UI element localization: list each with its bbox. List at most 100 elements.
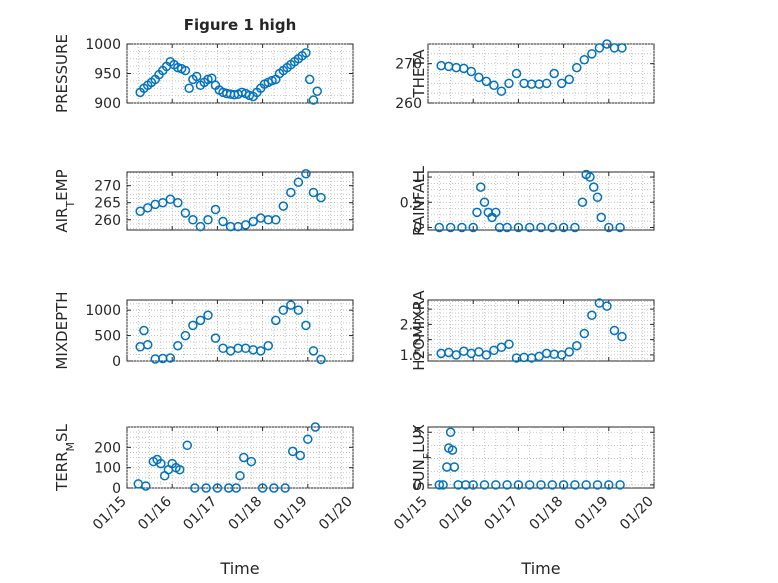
data-point — [434, 480, 445, 490]
data-point — [445, 222, 456, 233]
y-tick-label: 0.5 — [400, 195, 422, 211]
x-tick-label: 01/18 — [226, 494, 266, 534]
x-tick-label: 01/18 — [527, 494, 567, 534]
data-series — [133, 422, 321, 493]
data-point — [287, 446, 298, 457]
data-point — [207, 73, 217, 83]
data-point — [301, 48, 311, 58]
data-point — [310, 422, 321, 432]
data-point — [301, 320, 311, 331]
y-tick-label: 1 — [413, 170, 422, 186]
data-point — [280, 483, 290, 493]
x-tick-label: 01/15 — [391, 494, 431, 534]
data-point — [466, 66, 477, 77]
data-point — [141, 481, 151, 491]
data-point — [246, 456, 257, 467]
data-point — [602, 39, 612, 49]
y-tick-label: 0 — [413, 220, 422, 236]
data-point — [451, 350, 461, 360]
data-point — [489, 80, 499, 91]
x-tick-label: 01/17 — [481, 494, 521, 534]
x-tick-label: 01/19 — [572, 494, 612, 534]
x-tick-label: 01/19 — [271, 494, 311, 534]
y-axis-label: THETA — [410, 49, 428, 99]
data-point — [248, 216, 258, 227]
data-point — [182, 440, 193, 451]
data-point — [438, 480, 448, 490]
y-axis-label: SUNFLUX — [410, 424, 434, 491]
y-tick-label: 2.5 — [400, 317, 422, 333]
data-point — [547, 222, 558, 233]
data-point — [184, 83, 194, 93]
data-point — [536, 222, 546, 233]
y-tick-label: 0 — [112, 354, 121, 370]
y-tick-label: 260 — [395, 96, 422, 112]
data-point — [604, 222, 614, 233]
data-point — [240, 220, 251, 230]
data-point — [257, 483, 268, 493]
data-point — [142, 203, 153, 213]
x-tick-label: 01/20 — [617, 494, 657, 534]
data-point — [316, 192, 326, 203]
data-point — [165, 194, 176, 205]
grid — [427, 427, 655, 488]
y-tick-label: 270 — [94, 179, 121, 195]
x-tick-label: 01/16 — [135, 493, 175, 533]
data-point — [173, 197, 183, 208]
data-point — [271, 315, 281, 326]
y-tick-label: 500 — [94, 329, 121, 345]
data-point — [549, 68, 559, 79]
data-point — [180, 330, 191, 341]
y-tick-label: 100 — [94, 461, 121, 477]
grid — [427, 300, 655, 361]
data-point — [286, 187, 296, 198]
data-point — [210, 204, 221, 215]
grid — [126, 43, 354, 104]
data-point — [479, 197, 490, 208]
data-point — [604, 480, 614, 490]
grid — [427, 43, 655, 104]
grid — [126, 172, 354, 230]
subplot-pressure: 900 950 1000 PRESSURE — [53, 34, 354, 113]
data-point — [447, 445, 458, 455]
data-point — [491, 207, 501, 218]
data-point — [308, 95, 319, 105]
data-point — [210, 333, 221, 343]
data-point — [481, 350, 492, 360]
data-point — [564, 347, 574, 357]
data-point — [188, 320, 198, 331]
data-point — [504, 339, 514, 349]
data-point — [295, 450, 306, 461]
data-point — [592, 480, 603, 490]
y-tick-label: 900 — [94, 96, 121, 112]
data-point — [278, 201, 289, 211]
y-tick-label: 1000 — [85, 303, 121, 319]
x-tick-label: 01/15 — [90, 494, 130, 534]
y-tick-label: 200 — [94, 440, 121, 456]
data-point — [502, 480, 512, 490]
data-point — [577, 197, 588, 208]
data-point — [615, 480, 625, 490]
data-point — [558, 222, 569, 233]
data-point — [190, 483, 200, 493]
data-point — [513, 480, 524, 490]
data-point — [293, 177, 304, 187]
data-point — [585, 172, 595, 182]
data-point — [536, 480, 546, 490]
y-tick-label: 270 — [395, 57, 422, 73]
data-point — [572, 341, 582, 351]
data-point — [312, 86, 322, 96]
data-point — [278, 305, 289, 315]
data-point — [269, 483, 279, 493]
data-point — [556, 78, 567, 89]
y-tick-label: 0 — [112, 481, 121, 497]
data-point — [587, 310, 597, 320]
data-point — [203, 215, 213, 225]
data-point — [212, 483, 223, 493]
data-point — [602, 301, 612, 311]
data-point — [579, 328, 590, 339]
data-point — [173, 341, 183, 351]
data-point — [180, 65, 191, 76]
